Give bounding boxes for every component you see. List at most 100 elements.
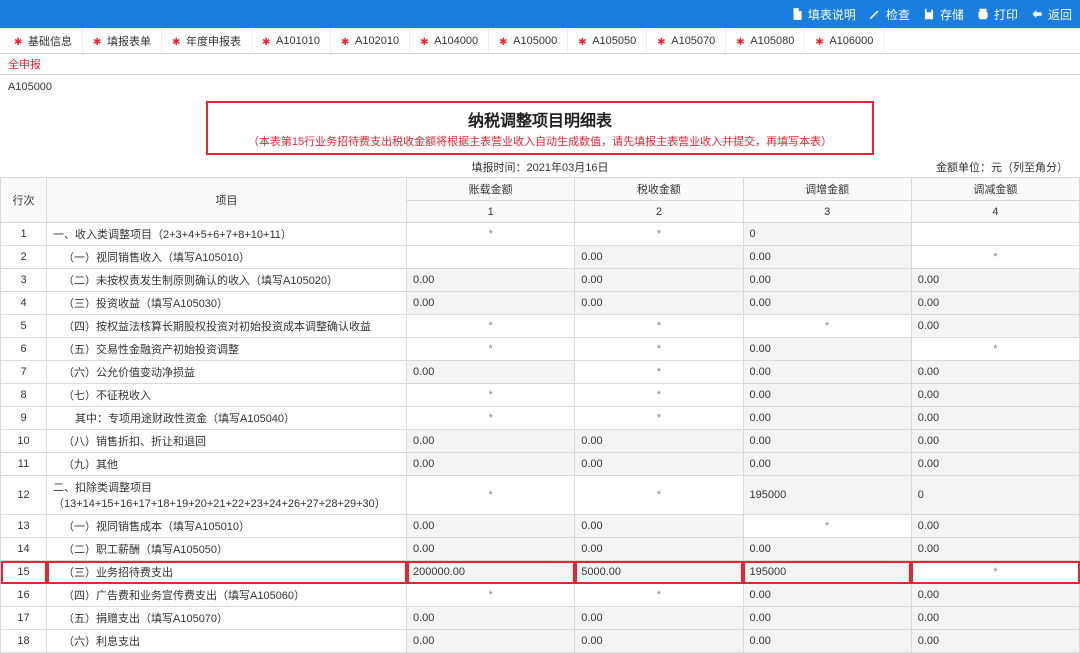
required-icon — [420, 36, 430, 46]
tab-填报表单[interactable]: 填报表单 — [83, 28, 162, 53]
row-col1[interactable]: 0.00 — [407, 361, 575, 384]
tab-A105050[interactable]: A105050 — [568, 28, 647, 53]
row-col1[interactable]: 0.00 — [407, 430, 575, 453]
row-col3[interactable]: 0.00 — [743, 538, 911, 561]
row-col3[interactable]: 0.00 — [743, 292, 911, 315]
row-col1: * — [407, 315, 575, 338]
back-button[interactable]: 返回 — [1030, 6, 1072, 23]
row-col4[interactable]: 0 — [911, 476, 1079, 515]
tab-label: A105050 — [592, 35, 636, 47]
pencil-icon — [868, 7, 882, 21]
row-col2[interactable]: 0.00 — [575, 269, 743, 292]
tab-A105000[interactable]: A105000 — [489, 28, 568, 53]
row-col3[interactable]: 0.00 — [743, 361, 911, 384]
row-col3[interactable]: 0.00 — [743, 269, 911, 292]
row-col2[interactable]: 0.00 — [575, 292, 743, 315]
row-col2[interactable]: 0.00 — [575, 607, 743, 630]
table-row: 1一、收入类调整项目（2+3+4+5+6+7+8+10+11）**0 — [1, 223, 1080, 246]
row-col4[interactable]: 0.00 — [911, 584, 1079, 607]
tab-基础信息[interactable]: 基础信息 — [4, 28, 83, 53]
row-col1: * — [407, 407, 575, 430]
row-col3[interactable]: 0.00 — [743, 384, 911, 407]
row-item: （一）视同销售收入（填写A105010） — [47, 246, 407, 269]
row-seq: 1 — [1, 223, 47, 246]
tab-A102010[interactable]: A102010 — [331, 28, 410, 53]
row-col1[interactable] — [407, 246, 575, 269]
row-col3[interactable]: 195000 — [743, 476, 911, 515]
row-col4[interactable]: 0.00 — [911, 361, 1079, 384]
th-item: 项目 — [47, 178, 407, 223]
row-col4[interactable]: 0.00 — [911, 515, 1079, 538]
row-col2[interactable]: 0.00 — [575, 453, 743, 476]
row-col3[interactable]: 0.00 — [743, 430, 911, 453]
save-label: 存储 — [940, 6, 964, 23]
row-col3[interactable]: 0.00 — [743, 584, 911, 607]
row-col1[interactable]: 200000.00 — [407, 561, 575, 584]
row-col2[interactable]: 0.00 — [575, 430, 743, 453]
row-item: （四）广告费和业务宣传费支出（填写A105060） — [47, 584, 407, 607]
sub-declare-label[interactable]: 全申报 — [0, 54, 1080, 75]
page-title: 纳税调整项目明细表 — [248, 107, 832, 131]
row-item: （六）公允价值变动净损益 — [47, 361, 407, 384]
th-col2: 税收金额 — [575, 178, 743, 201]
row-col1[interactable]: 0.00 — [407, 269, 575, 292]
print-button[interactable]: 打印 — [976, 6, 1018, 23]
check-button[interactable]: 检查 — [868, 6, 910, 23]
row-col2[interactable]: 5000.00 — [575, 561, 743, 584]
row-col1[interactable]: 0.00 — [407, 630, 575, 653]
table-row: 13（一）视同销售成本（填写A105010）0.000.00*0.00 — [1, 515, 1080, 538]
row-col1: * — [407, 584, 575, 607]
row-col4[interactable]: 0.00 — [911, 315, 1079, 338]
row-col4[interactable]: 0.00 — [911, 538, 1079, 561]
detail-table: 行次 项目 账载金额 税收金额 调增金额 调减金额 1 2 3 4 1一、收入类… — [0, 177, 1080, 653]
row-col1[interactable]: 0.00 — [407, 607, 575, 630]
desc-button[interactable]: 填表说明 — [790, 6, 856, 23]
row-col4[interactable]: 0.00 — [911, 269, 1079, 292]
row-col3[interactable]: 0.00 — [743, 453, 911, 476]
table-row: 2（一）视同销售收入（填写A105010）0.000.00* — [1, 246, 1080, 269]
tab-A106000[interactable]: A106000 — [805, 28, 884, 53]
row-col4[interactable]: 0.00 — [911, 430, 1079, 453]
row-item: （二）职工薪酬（填写A105050） — [47, 538, 407, 561]
row-col1[interactable]: 0.00 — [407, 538, 575, 561]
row-col2[interactable]: 0.00 — [575, 246, 743, 269]
row-col3[interactable]: 0 — [743, 223, 911, 246]
row-col3[interactable]: 0.00 — [743, 607, 911, 630]
row-col3[interactable]: 0.00 — [743, 338, 911, 361]
tab-年度申报表[interactable]: 年度申报表 — [162, 28, 252, 53]
table-row: 4（三）投资收益（填写A105030）0.000.000.000.00 — [1, 292, 1080, 315]
row-col3[interactable]: 195000 — [743, 561, 911, 584]
save-button[interactable]: 存储 — [922, 6, 964, 23]
row-col3[interactable]: 0.00 — [743, 407, 911, 430]
row-col4[interactable]: 0.00 — [911, 607, 1079, 630]
table-row: 6（五）交易性金融资产初始投资调整**0.00* — [1, 338, 1080, 361]
tab-A105070[interactable]: A105070 — [647, 28, 726, 53]
th-n1: 1 — [407, 201, 575, 223]
row-col4[interactable]: 0.00 — [911, 453, 1079, 476]
row-col1[interactable]: 0.00 — [407, 453, 575, 476]
tab-A101010[interactable]: A101010 — [252, 28, 331, 53]
row-col2[interactable]: 0.00 — [575, 515, 743, 538]
row-seq: 16 — [1, 584, 47, 607]
row-col2[interactable]: 0.00 — [575, 630, 743, 653]
required-icon — [815, 36, 825, 46]
table-row: 10（八）销售折扣、折让和退回0.000.000.000.00 — [1, 430, 1080, 453]
row-col4[interactable] — [911, 223, 1079, 246]
table-row: 18（六）利息支出0.000.000.000.00 — [1, 630, 1080, 653]
row-col4[interactable]: 0.00 — [911, 384, 1079, 407]
tab-A104000[interactable]: A104000 — [410, 28, 489, 53]
row-col2[interactable]: 0.00 — [575, 538, 743, 561]
row-col3[interactable]: 0.00 — [743, 630, 911, 653]
row-col1[interactable]: 0.00 — [407, 292, 575, 315]
row-col1[interactable]: 0.00 — [407, 515, 575, 538]
tab-A105080[interactable]: A105080 — [726, 28, 805, 53]
desc-label: 填表说明 — [808, 6, 856, 23]
row-seq: 14 — [1, 538, 47, 561]
required-icon — [341, 36, 351, 46]
table-row: 15（三）业务招待费支出200000.005000.00195000* — [1, 561, 1080, 584]
row-col4[interactable]: 0.00 — [911, 630, 1079, 653]
required-icon — [578, 36, 588, 46]
row-col4[interactable]: 0.00 — [911, 407, 1079, 430]
row-col4[interactable]: 0.00 — [911, 292, 1079, 315]
row-col3[interactable]: 0.00 — [743, 246, 911, 269]
